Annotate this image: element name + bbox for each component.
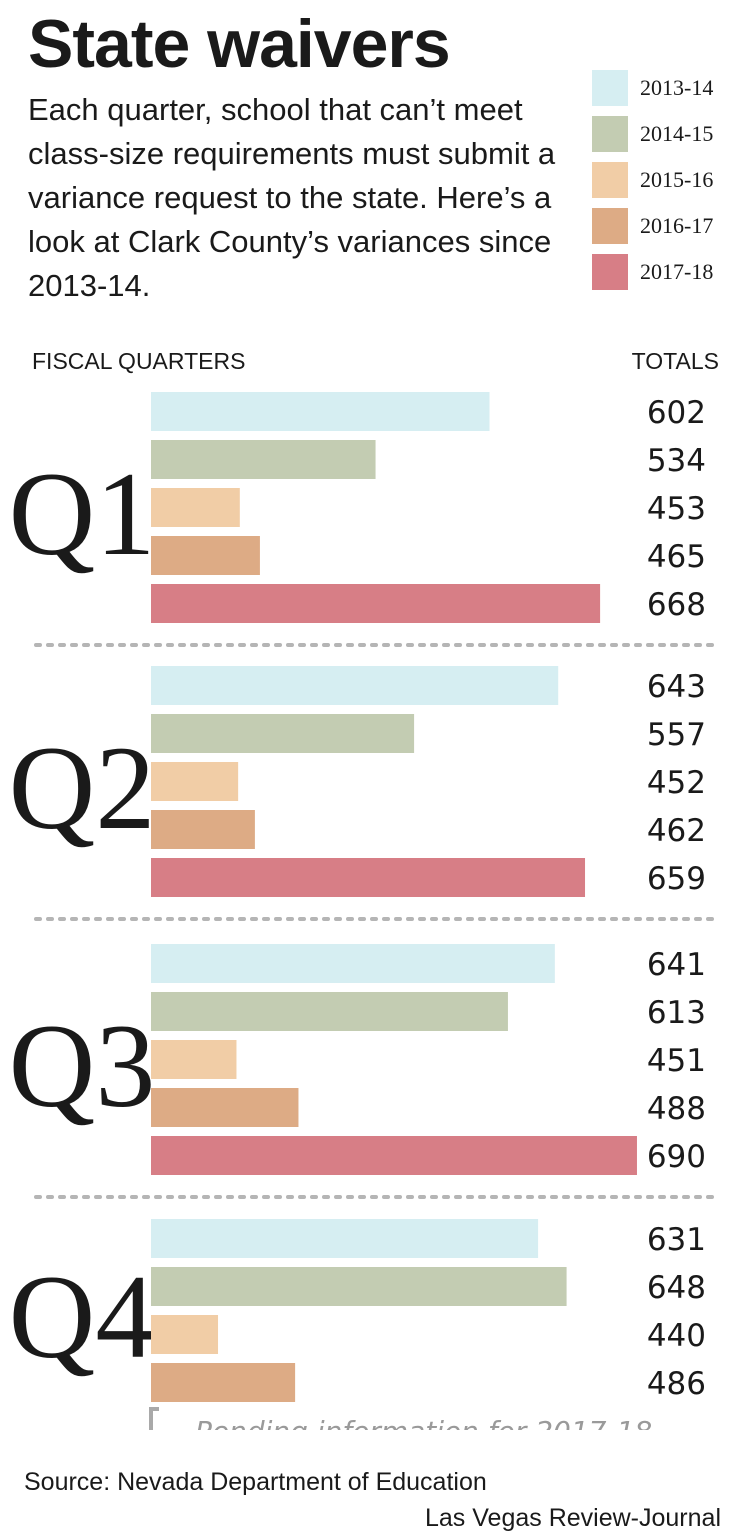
quarter-group-q4: Q4 631 648 440 486: [9, 1219, 706, 1402]
value-label: 486: [647, 1366, 706, 1402]
legend-swatch: [592, 162, 628, 198]
value-label: 643: [647, 669, 706, 705]
value-label: 440: [647, 1318, 706, 1354]
legend-item-2013-14: 2013-14: [592, 66, 742, 110]
fiscal-quarters-header: FISCAL QUARTERS: [32, 348, 246, 374]
legend-swatch: [592, 254, 628, 290]
pending-note: Pending information for 2017-18: [195, 1415, 652, 1430]
bar-q3-2015-16: [151, 1040, 237, 1079]
legend-item-2015-16: 2015-16: [592, 158, 742, 202]
value-label: 452: [647, 765, 706, 801]
bar-q2-2015-16: [151, 762, 239, 801]
value-label: 557: [647, 717, 706, 753]
totals-header: TOTALS: [631, 348, 719, 374]
legend-label: 2017-18: [640, 259, 714, 284]
bar-q2-2016-17: [151, 810, 255, 849]
value-label: 453: [647, 491, 706, 527]
pending-bracket: [149, 1407, 159, 1430]
publisher-credit: Las Vegas Review-Journal: [425, 1504, 721, 1532]
bar-q2-2014-15: [151, 714, 415, 753]
value-label: 690: [647, 1139, 706, 1175]
legend-swatch: [592, 70, 628, 106]
legend: 2013-14 2014-15 2015-16 2016-17 2017-18: [592, 66, 742, 296]
bar-q1-2016-17: [151, 536, 260, 575]
bar-q3-2016-17: [151, 1088, 299, 1127]
bar-q1-2017-18: [151, 584, 601, 623]
quarter-group-q1: Q1 602 534 453 465 668: [9, 392, 714, 647]
chart-title: State waivers: [28, 6, 451, 82]
legend-label: 2013-14: [640, 75, 714, 100]
bar-q2-2017-18: [151, 858, 586, 897]
legend-item-2016-17: 2016-17: [592, 204, 742, 248]
quarter-label: Q2: [9, 721, 156, 854]
chart-subtitle: Each quarter, school that can’t meet cla…: [28, 92, 556, 303]
bar-q4-2014-15: [151, 1267, 567, 1306]
value-label: 659: [647, 861, 706, 897]
legend-item-2017-18: 2017-18: [592, 250, 742, 294]
value-label: 462: [647, 813, 706, 849]
value-label: 641: [647, 947, 706, 983]
value-label: 465: [647, 539, 706, 575]
quarter-label: Q3: [9, 999, 156, 1132]
bar-q1-2013-14: [151, 392, 490, 431]
bar-q4-2016-17: [151, 1363, 296, 1402]
legend-swatch: [592, 208, 628, 244]
legend-item-2014-15: 2014-15: [592, 112, 742, 156]
quarter-label: Q4: [9, 1250, 156, 1383]
bar-q2-2013-14: [151, 666, 559, 705]
value-label: 451: [647, 1043, 706, 1079]
bar-chart: Q1 602 534 453 465 668 Q2 643 557 452 462 659 Q3 641 6…: [9, 392, 714, 1430]
value-label: 534: [647, 443, 706, 479]
bar-q3-2013-14: [151, 944, 555, 983]
value-label: 648: [647, 1270, 706, 1306]
value-label: 602: [647, 395, 706, 431]
value-label: 613: [647, 995, 706, 1031]
bar-q3-2017-18: [151, 1136, 637, 1175]
bar-q4-2015-16: [151, 1315, 219, 1354]
bar-q1-2015-16: [151, 488, 240, 527]
quarter-label: Q1: [9, 447, 156, 580]
source-note: Source: Nevada Department of Education: [24, 1468, 487, 1496]
bar-q1-2014-15: [151, 440, 376, 479]
bar-q3-2014-15: [151, 992, 508, 1031]
quarter-group-q2: Q2 643 557 452 462 659: [9, 666, 714, 921]
bar-q4-2013-14: [151, 1219, 539, 1258]
legend-swatch: [592, 116, 628, 152]
legend-label: 2016-17: [640, 213, 714, 238]
quarter-group-q3: Q3 641 613 451 488 690: [9, 944, 714, 1199]
value-label: 631: [647, 1222, 706, 1258]
value-label: 668: [647, 587, 706, 623]
value-label: 488: [647, 1091, 706, 1127]
legend-label: 2015-16: [640, 167, 714, 192]
legend-label: 2014-15: [640, 121, 714, 146]
